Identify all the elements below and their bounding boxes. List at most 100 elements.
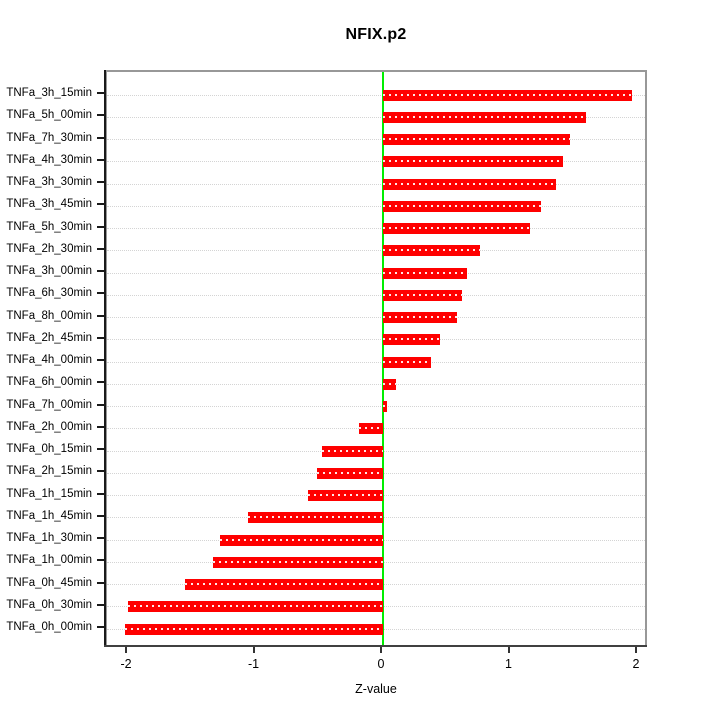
x-tick	[635, 647, 638, 653]
x-axis-title: Z-value	[355, 682, 397, 696]
bar-TNFa_2h_00min	[358, 423, 384, 435]
grid-line	[107, 272, 645, 274]
grid-line	[107, 116, 645, 118]
x-axis-line	[104, 645, 647, 647]
x-tick-label: -2	[120, 657, 132, 671]
bar-TNFa_8h_00min	[383, 312, 457, 323]
x-tick	[125, 647, 128, 653]
y-axis-label: TNFa_4h_30min	[6, 153, 92, 166]
y-axis-label: TNFa_3h_00min	[6, 265, 92, 277]
y-axis-label: TNFa_2h_00min	[6, 420, 92, 433]
y-axis-label: TNFa_7h_00min	[6, 398, 92, 411]
y-tick	[97, 492, 105, 495]
bar-TNFa_3h_00min	[383, 267, 468, 279]
y-axis-label: TNFa_0h_00min	[6, 621, 92, 633]
y-tick	[97, 425, 105, 428]
y-tick	[97, 158, 105, 161]
y-tick	[97, 470, 105, 473]
y-tick	[97, 114, 105, 117]
grid-line	[107, 139, 645, 140]
y-tick	[97, 181, 105, 183]
grid-line	[107, 161, 645, 163]
x-tick	[380, 647, 383, 653]
y-axis-label: TNFa_7h_30min	[6, 131, 92, 144]
y-tick	[97, 537, 105, 539]
y-tick	[97, 136, 105, 139]
y-tick	[97, 514, 105, 517]
y-tick	[97, 626, 105, 628]
grid-line	[107, 183, 645, 185]
y-axis-label: TNFa_1h_45min	[6, 509, 92, 522]
bar-TNFa_7h_00min	[383, 401, 387, 412]
y-tick	[97, 403, 105, 406]
bar-TNFa_3h_45min	[383, 200, 542, 212]
grid-line	[107, 383, 645, 385]
y-tick	[97, 247, 105, 250]
bar-TNFa_4h_30min	[383, 156, 563, 168]
y-tick	[97, 603, 105, 606]
grid-line	[107, 294, 645, 296]
bar-TNFa_1h_00min	[213, 556, 384, 568]
bar-TNFa_4h_00min	[383, 356, 432, 368]
y-axis-label: TNFa_3h_15min	[6, 87, 92, 99]
y-axis-label: TNFa_0h_30min	[6, 598, 92, 611]
y-axis-label: TNFa_4h_00min	[6, 354, 92, 366]
grid-line	[107, 205, 645, 207]
y-axis-label: TNFa_1h_30min	[6, 532, 92, 544]
y-axis-label: TNFa_2h_30min	[6, 242, 92, 255]
bar-TNFa_6h_00min	[383, 378, 396, 390]
grid-line	[107, 406, 645, 407]
grid-line	[107, 361, 645, 363]
y-axis-label: TNFa_8h_00min	[6, 309, 92, 322]
bar-TNFa_3h_30min	[383, 178, 557, 190]
y-axis-label: TNFa_6h_30min	[6, 287, 92, 300]
bar-TNFa_5h_00min	[383, 111, 586, 123]
bar-TNFa_6h_30min	[383, 289, 463, 301]
y-axis-label: TNFa_6h_00min	[6, 376, 92, 389]
plot-area	[105, 70, 647, 647]
y-axis-line	[104, 70, 106, 647]
bar-TNFa_1h_45min	[247, 512, 384, 524]
y-axis-label: TNFa_0h_15min	[6, 443, 92, 455]
bar-TNFa_7h_30min	[383, 134, 571, 145]
x-tick-label: -1	[247, 657, 260, 671]
y-tick	[97, 203, 105, 206]
y-tick	[97, 314, 105, 317]
bar-TNFa_1h_15min	[307, 490, 384, 501]
bar-TNFa_1h_30min	[219, 534, 384, 546]
grid-line	[107, 339, 645, 341]
grid-line	[107, 228, 645, 229]
x-tick-label: 1	[505, 657, 512, 671]
y-axis-label: TNFa_2h_45min	[6, 331, 92, 344]
bar-TNFa_0h_00min	[125, 623, 384, 635]
y-tick	[97, 381, 105, 384]
y-tick	[97, 225, 105, 228]
y-axis-label: TNFa_5h_00min	[6, 109, 92, 122]
y-axis-label: TNFa_0h_45min	[6, 576, 92, 589]
y-tick	[97, 92, 105, 94]
bar-TNFa_0h_15min	[321, 445, 384, 457]
y-axis-label: TNFa_5h_30min	[6, 220, 92, 233]
grid-line	[107, 94, 645, 96]
bar-TNFa_0h_45min	[185, 579, 384, 590]
y-axis-label: TNFa_1h_15min	[6, 487, 92, 500]
bar-TNFa_2h_30min	[383, 245, 480, 257]
bar-TNFa_0h_30min	[128, 601, 384, 613]
y-tick	[97, 581, 105, 584]
grid-line	[107, 317, 645, 318]
bar-TNFa_2h_45min	[383, 334, 441, 346]
y-tick	[97, 448, 105, 450]
y-tick	[97, 559, 105, 562]
chart-title: NFIX.p2	[345, 26, 407, 43]
grid-line	[107, 250, 645, 252]
y-axis-label: TNFa_1h_00min	[6, 554, 92, 567]
y-tick	[97, 292, 105, 295]
y-axis-label: TNFa_3h_30min	[6, 176, 92, 188]
x-tick-label: 2	[632, 657, 640, 671]
x-tick-label: 0	[377, 657, 385, 671]
y-tick	[97, 336, 105, 339]
bar-TNFa_3h_15min	[383, 89, 632, 101]
y-axis-label: TNFa_2h_15min	[6, 465, 92, 478]
y-tick	[97, 359, 105, 361]
